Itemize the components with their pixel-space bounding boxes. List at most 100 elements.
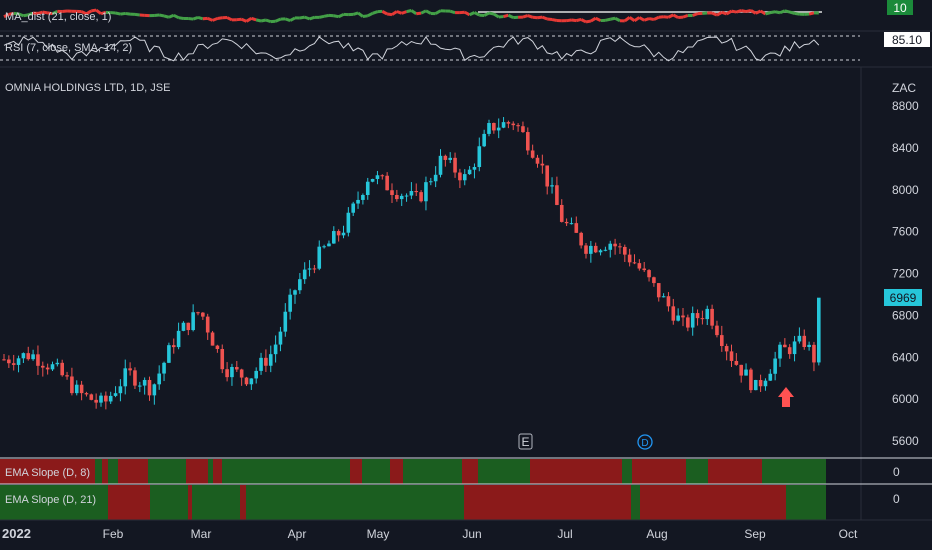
ema-slope-band bbox=[222, 459, 350, 484]
candle-body bbox=[681, 315, 685, 318]
candle-body bbox=[501, 122, 506, 128]
ma-dist-segment bbox=[367, 12, 374, 18]
ma-dist-segment bbox=[250, 16, 257, 22]
ema-slope-band bbox=[362, 459, 390, 484]
ma-dist-segment bbox=[173, 13, 180, 20]
ma-dist-segment bbox=[125, 11, 131, 16]
ema-slope-band bbox=[686, 459, 708, 484]
candle-body bbox=[686, 317, 690, 328]
candle-body bbox=[201, 312, 205, 317]
ema-slope-band bbox=[246, 485, 464, 520]
candle-body bbox=[244, 377, 249, 385]
ma-dist-segment bbox=[794, 11, 800, 16]
candle-body bbox=[302, 269, 307, 280]
candle-body bbox=[462, 174, 467, 181]
candle-body bbox=[569, 223, 574, 225]
ma-dist-segment bbox=[590, 16, 597, 23]
candle-body bbox=[448, 157, 452, 160]
dividend-event-icon[interactable] bbox=[637, 434, 653, 450]
candle-body bbox=[763, 380, 768, 387]
candle-body bbox=[758, 379, 763, 387]
ema-slope-band bbox=[390, 459, 403, 484]
candle-body bbox=[492, 122, 496, 131]
ema-slope-band bbox=[478, 459, 530, 484]
ma-dist-segment bbox=[299, 15, 305, 20]
candle-body bbox=[196, 312, 200, 314]
x-tick-label: 2022 bbox=[2, 526, 31, 541]
ma-dist-segment bbox=[667, 13, 674, 19]
ema-slope-band bbox=[0, 459, 95, 484]
candle-body bbox=[429, 181, 433, 183]
ma-dist-segment bbox=[381, 10, 388, 16]
ma-dist-segment bbox=[3, 12, 10, 19]
ma-dist-segment bbox=[580, 18, 587, 24]
ma-dist-segment bbox=[100, 10, 107, 16]
candle-body bbox=[264, 357, 268, 366]
ma-dist-segment bbox=[808, 11, 815, 16]
x-tick-label: Jul bbox=[557, 527, 572, 541]
ma-dist-segment bbox=[391, 10, 398, 16]
y-tick-label: 5600 bbox=[892, 434, 919, 448]
candle-body bbox=[671, 306, 676, 321]
candle-body bbox=[467, 169, 472, 175]
ma-dist-segment bbox=[643, 17, 650, 22]
candle-body bbox=[603, 249, 608, 251]
candle-body bbox=[516, 125, 520, 127]
ma-dist-segment bbox=[663, 15, 669, 19]
ma-dist-segment bbox=[158, 13, 165, 18]
candle-body bbox=[807, 344, 811, 348]
ma-dist-segment bbox=[628, 16, 636, 22]
candle-body bbox=[123, 368, 128, 387]
candle-body bbox=[249, 378, 254, 385]
ma-dist-segment bbox=[420, 9, 427, 15]
ma-dist-segment bbox=[95, 8, 102, 15]
earnings-event-icon[interactable] bbox=[518, 433, 533, 450]
ma-dist-segment bbox=[468, 11, 476, 17]
ma-dist-segment bbox=[255, 18, 262, 23]
ma-dist-segment bbox=[571, 18, 577, 23]
y-tick-label: 6800 bbox=[892, 308, 919, 322]
ma-dist-segment bbox=[212, 17, 218, 22]
ma-dist-segment bbox=[352, 11, 359, 16]
candle-body bbox=[656, 283, 661, 298]
last-price-badge bbox=[884, 289, 922, 306]
candle-body bbox=[438, 155, 443, 175]
candle-body bbox=[458, 172, 462, 181]
ma-dist-segment bbox=[658, 15, 664, 19]
ma-dist-segment bbox=[759, 9, 767, 16]
candle-body bbox=[147, 379, 152, 396]
currency-label: ZAC bbox=[892, 81, 916, 95]
candle-body bbox=[312, 268, 317, 270]
candle-body bbox=[395, 195, 399, 200]
ma-dist-segment bbox=[91, 8, 97, 13]
ema-slope-band bbox=[118, 459, 148, 484]
candle-body bbox=[235, 366, 239, 370]
candle-body bbox=[787, 347, 792, 355]
candle-body bbox=[409, 191, 414, 196]
ema21-label: EMA Slope (D, 21) bbox=[5, 494, 96, 506]
candle-body bbox=[370, 178, 375, 182]
x-tick-label: Oct bbox=[839, 527, 858, 541]
candle-body bbox=[351, 203, 355, 213]
candle-body bbox=[424, 182, 428, 202]
ema8-label: EMA Slope (D, 8) bbox=[5, 467, 90, 479]
candle-body bbox=[734, 360, 739, 365]
ma-dist-segment bbox=[425, 9, 432, 15]
ma-dist-segment bbox=[265, 18, 272, 24]
ma-dist-segment bbox=[595, 16, 602, 22]
ema-slope-band bbox=[108, 459, 118, 484]
candle-body bbox=[113, 393, 118, 396]
x-axis-ticks: 2022 Feb Mar Apr May Jun Jul Aug Sep Oct bbox=[2, 526, 858, 541]
candle-body bbox=[7, 359, 11, 364]
candle-body bbox=[390, 190, 394, 196]
ema-slope-band bbox=[708, 459, 762, 484]
candle-body bbox=[142, 379, 147, 386]
ma-dist-segment bbox=[633, 16, 641, 22]
ema-slope-band bbox=[0, 485, 108, 520]
candle-body bbox=[104, 395, 108, 402]
ma-dist-segment bbox=[274, 17, 282, 23]
candle-body bbox=[661, 296, 666, 298]
candle-body bbox=[559, 204, 564, 222]
ema-slope-band bbox=[632, 459, 686, 484]
candle-body bbox=[705, 308, 710, 320]
